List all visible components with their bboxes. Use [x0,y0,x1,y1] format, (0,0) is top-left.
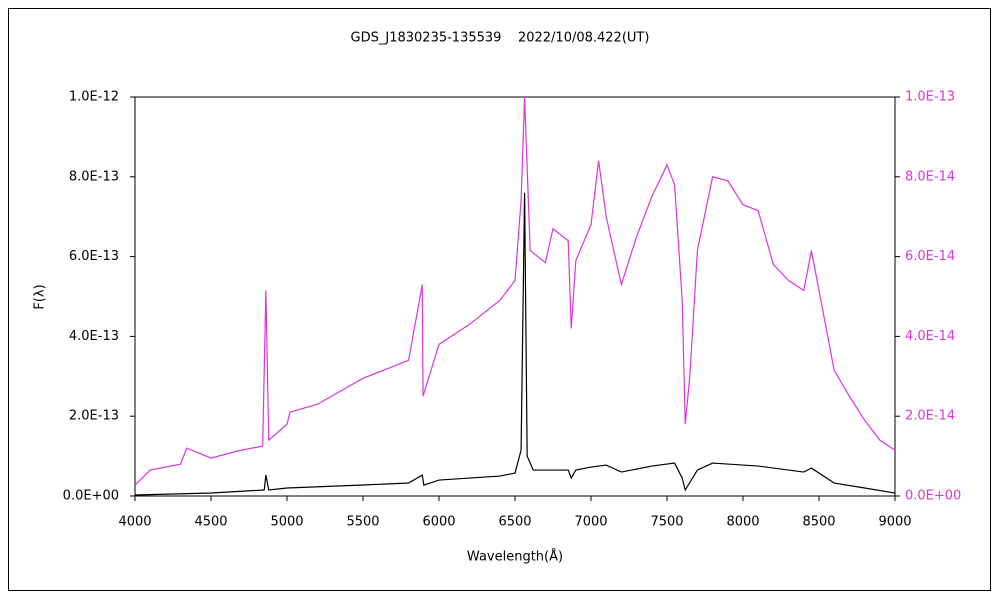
x-tick-label: 7000 [574,515,607,530]
y-axis-label: F(λ) [33,284,48,309]
x-tick-label: 4500 [194,515,227,530]
x-tick-label: 4000 [118,515,151,530]
plot-area [134,96,896,497]
x-tick-label: 9000 [878,515,911,530]
y-tick-label: 1.0E-12 [69,90,119,105]
chart-title: GDS_J1830235-135539 2022/10/08.422(UT) [351,31,650,46]
x-tick-label: 5000 [270,515,303,530]
spectrum-line [135,96,896,486]
spectrum-line [135,192,896,496]
y-tick-label: 4.0E-13 [69,329,119,344]
x-axis-label: Wavelength(Å) [467,549,563,565]
x-tick-label: 6500 [498,515,531,530]
y2-tick-label: 2.0E-14 [905,409,955,424]
y2-tick-label: 0.0E+00 [905,489,961,504]
y2-tick-label: 6.0E-14 [905,249,955,264]
y2-tick-label: 8.0E-14 [905,169,955,184]
y-tick-label: 8.0E-13 [69,169,119,184]
y-tick-label: 2.0E-13 [69,409,119,424]
y-tick-label: 6.0E-13 [69,249,119,264]
x-tick-label: 8000 [726,515,759,530]
y2-tick-label: 4.0E-14 [905,329,955,344]
x-tick-label: 8500 [802,515,835,530]
frame [8,8,991,591]
y2-tick-label: 1.0E-13 [905,90,955,105]
y-tick-label: 0.0E+00 [63,489,119,504]
x-tick-label: 7500 [650,515,683,530]
x-tick-label: 5500 [346,515,379,530]
x-tick-label: 6000 [422,515,455,530]
